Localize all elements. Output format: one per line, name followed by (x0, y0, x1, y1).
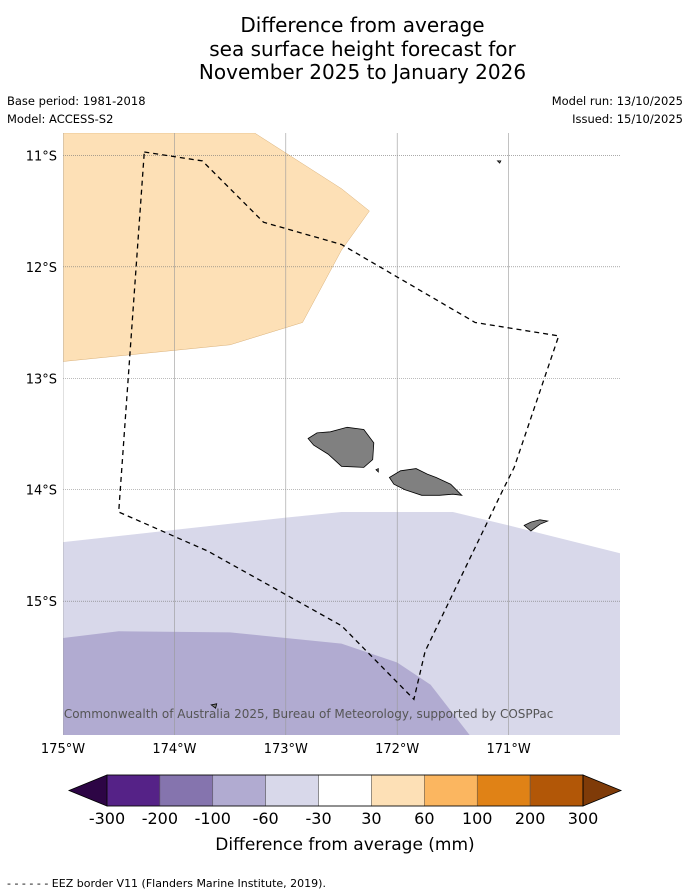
title-line-1: Difference from average (240, 13, 485, 37)
lat-label-3: 14°S (26, 484, 57, 499)
colorbar-label-1: -200 (142, 809, 178, 828)
model-text: Model: ACCESS-S2 (7, 112, 114, 126)
colorbar-label-3: -60 (253, 809, 279, 828)
colorbar-label-4: -30 (305, 809, 331, 828)
title-line-3: November 2025 to January 2026 (198, 60, 527, 84)
colorbar-segment-4 (318, 774, 372, 807)
title-line-2: sea surface height forecast for (209, 36, 516, 61)
colorbar-segment-1 (159, 774, 214, 807)
base-period-text: Base period: 1981-2018 (7, 94, 146, 108)
island-tutuila (523, 519, 550, 532)
chart-title: Difference from average sea surface heig… (0, 13, 690, 85)
lon-label-0: 175°W (41, 742, 85, 757)
map-area: © Commonwealth of Australia 2025, Bureau… (48, 133, 620, 735)
copyright-text: © Commonwealth of Australia 2025, Bureau… (48, 707, 553, 721)
longitude-labels: 175°W 174°W 173°W 172°W 171°W (41, 742, 531, 757)
colorbar-frame (106, 774, 584, 807)
colorbar-segment-7 (476, 774, 531, 807)
lat-label-2: 13°S (26, 372, 57, 387)
island-apolima (375, 467, 379, 473)
colorbar-segment-6 (424, 774, 478, 807)
colorbar-segment-0 (106, 774, 161, 807)
colorbar-extend-high (582, 774, 623, 807)
colorbar-label-8: 200 (515, 809, 546, 828)
colorbar-extend-low (67, 774, 108, 807)
lon-label-3: 172°W (375, 742, 419, 757)
anomaly-region-0 (63, 133, 370, 362)
colorbar-label-2: -100 (195, 809, 231, 828)
lon-label-1: 174°W (152, 742, 196, 757)
gridlines (63, 133, 620, 735)
lat-label-0: 11°S (26, 149, 57, 164)
lat-label-1: 12°S (26, 261, 57, 276)
anomaly-region-2 (63, 631, 470, 735)
eez-legend-footer: - - - - - - EEZ border V11 (Flanders Mar… (7, 877, 326, 890)
island-upolu (388, 468, 463, 496)
colorbar: -300 -200 -100 -60 -30 30 60 100 200 300 (67, 774, 623, 828)
colorbar-label-6: 60 (414, 809, 434, 828)
lat-label-4: 15°S (26, 595, 57, 610)
islands (210, 160, 550, 709)
colorbar-segment-2 (212, 774, 266, 807)
colorbar-title: Difference from average (mm) (215, 835, 474, 855)
colorbar-segment-3 (265, 774, 319, 807)
meta-right: Model run: 13/10/2025 Issued: 15/10/2025 (552, 94, 683, 130)
island-swains (496, 160, 502, 164)
island-savaii (307, 426, 375, 468)
lon-label-4: 171°W (487, 742, 531, 757)
anomaly-regions (63, 133, 620, 735)
island-niuafoou (210, 703, 218, 709)
colorbar-label-0: -300 (89, 809, 125, 828)
colorbar-label-9: 300 (568, 809, 599, 828)
colorbar-segment-8 (529, 774, 584, 807)
latitude-labels: 11°S 12°S 13°S 14°S 15°S (26, 149, 57, 610)
colorbar-label-5: 30 (361, 809, 381, 828)
model-run-text: Model run: 13/10/2025 (551, 94, 683, 108)
eez-border-line (118, 151, 560, 701)
meta-left: Base period: 1981-2018 Model: ACCESS-S2 (7, 94, 146, 130)
issued-text: Issued: 15/10/2025 (572, 112, 683, 126)
lon-label-2: 173°W (264, 742, 308, 757)
colorbar-label-7: 100 (462, 809, 493, 828)
colorbar-segment-5 (371, 774, 425, 807)
